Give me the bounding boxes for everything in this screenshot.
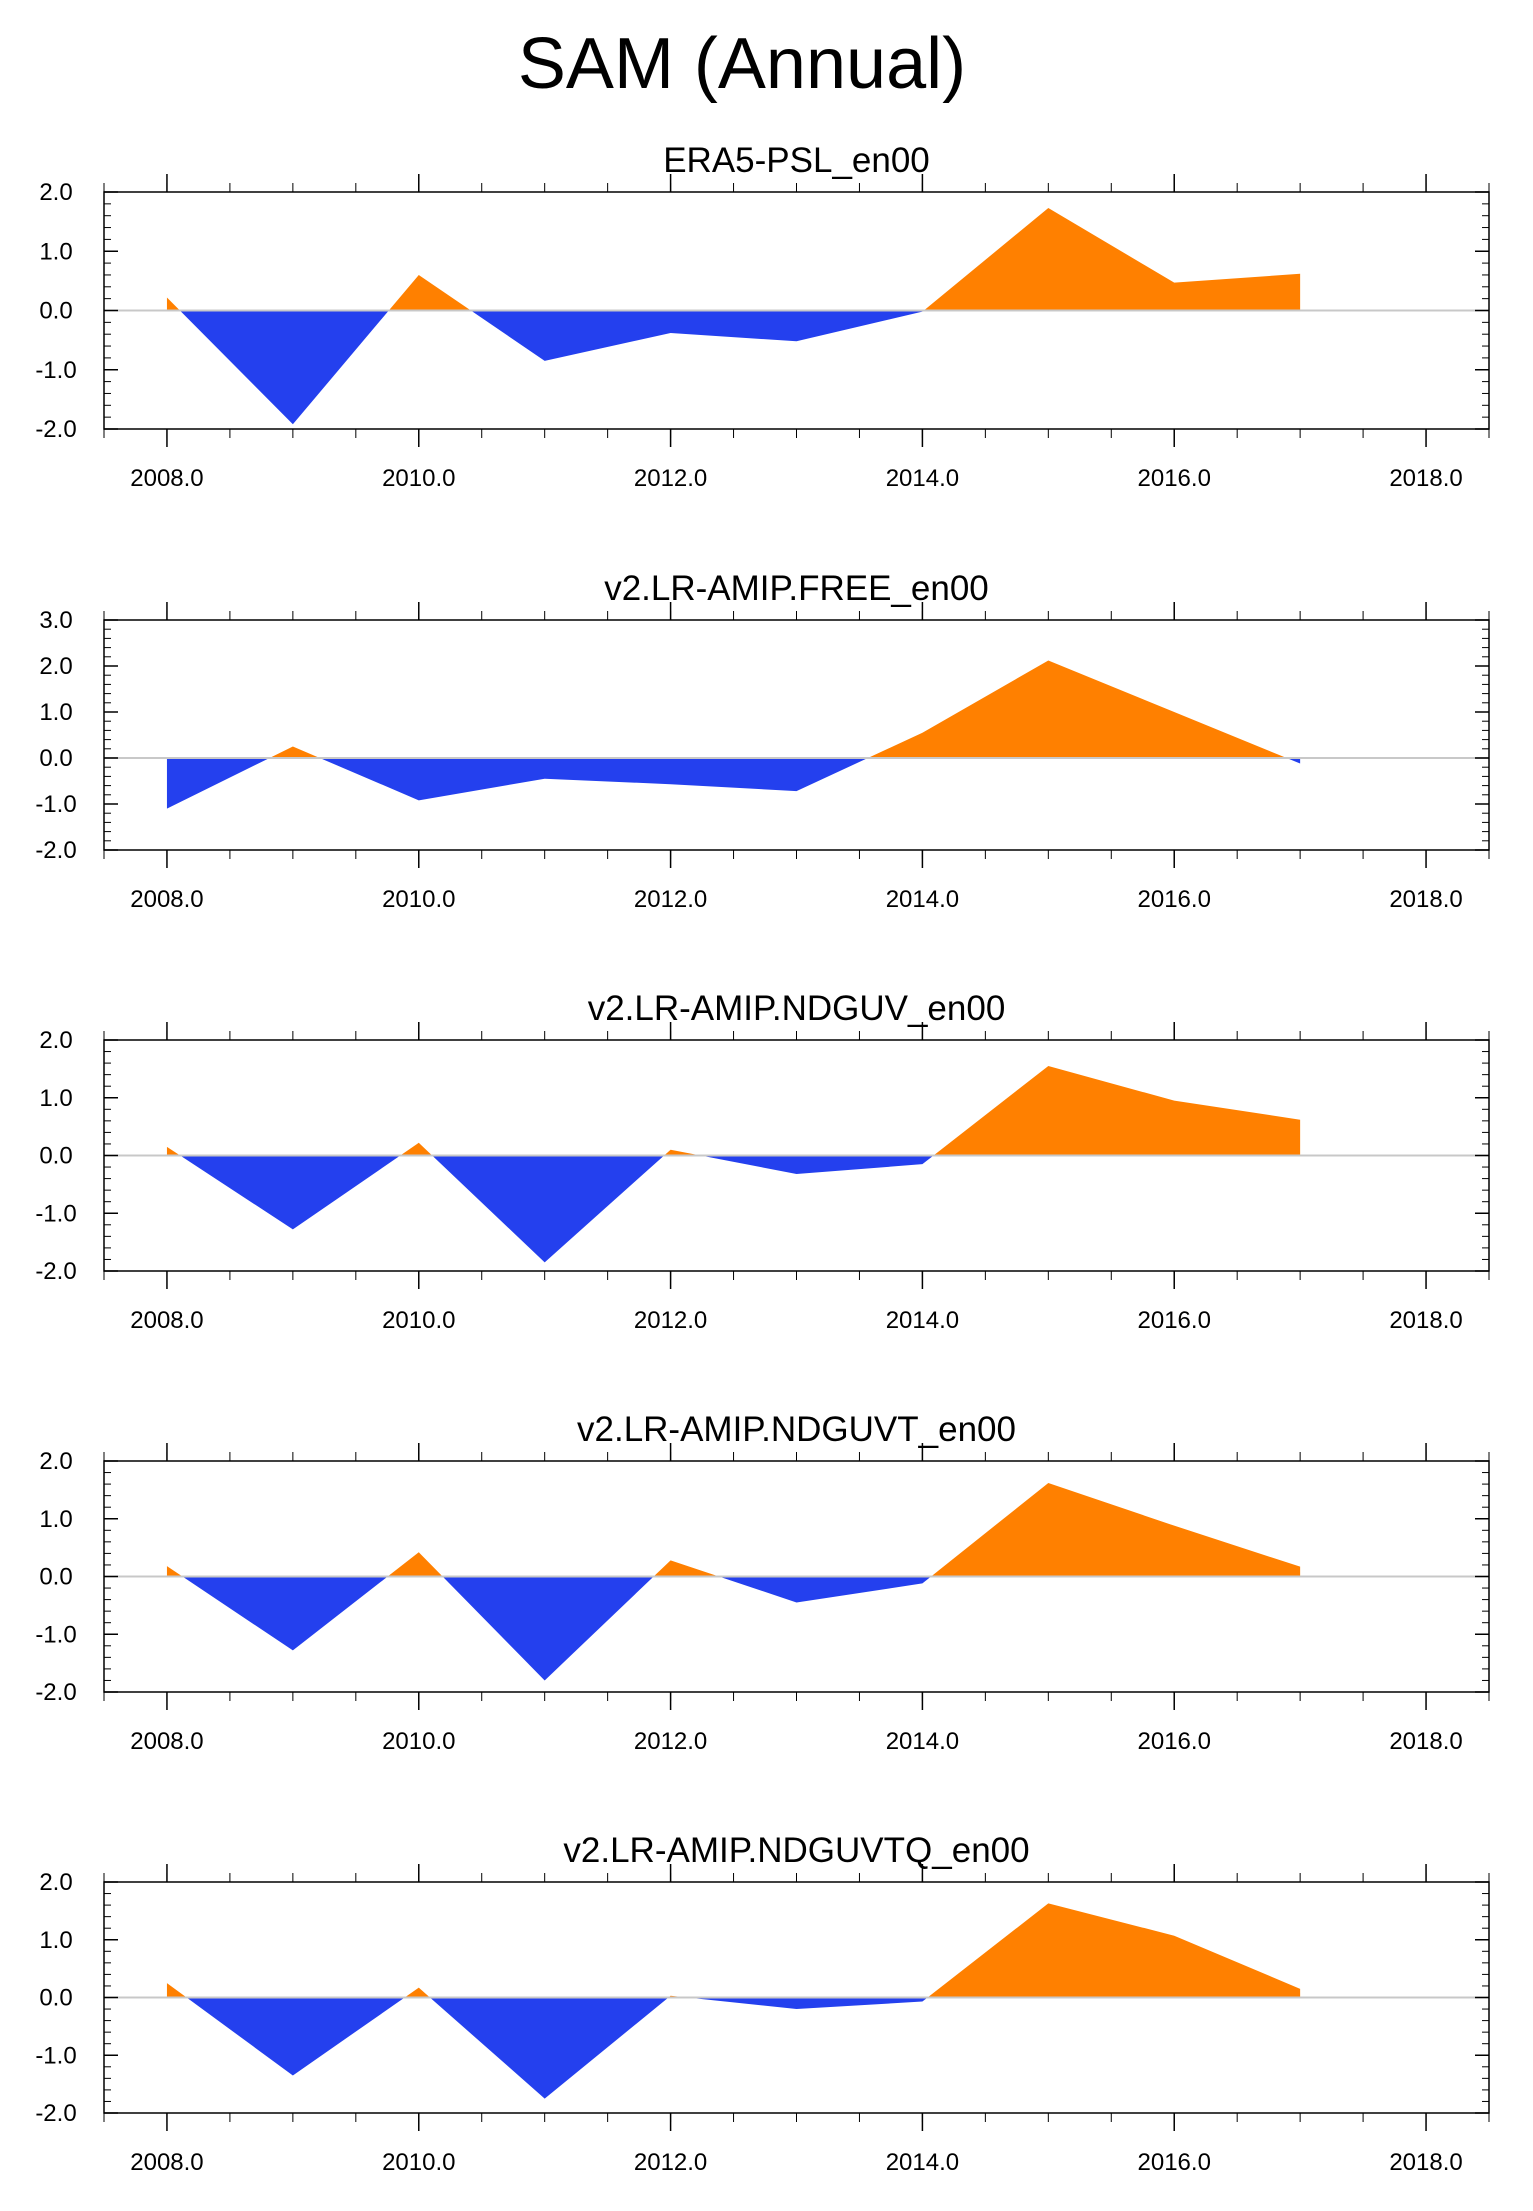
y-tick-label: 0.0 [39,745,72,772]
positive-area [166,1065,1301,1156]
x-tick-label: 2010.0 [382,465,455,492]
y-tick-label: -1.0 [35,1621,76,1648]
x-tick-label: 2018.0 [1389,1307,1462,1334]
x-tick-label: 2008.0 [130,465,203,492]
chart-panel-2: v2.LR-AMIP.FREE_en00 -2.0 -1.0 0.0 1.0 2.0 3.0… [35,569,1490,913]
x-tick-label: 2010.0 [382,2149,455,2176]
x-tick-label: 2018.0 [1389,886,1462,913]
positive-area [166,207,1301,311]
y-tick-label: 2.0 [39,179,72,206]
x-tick-label: 2014.0 [886,1728,959,1755]
y-tick-label: 1.0 [39,1085,72,1112]
chart-panel-1: ERA5-PSL_en00 -2.0 -1.0 0.0 1.0 2.0 2008.0 2010… [35,141,1490,492]
x-tick-label: 2012.0 [634,886,707,913]
panel-title: v2.LR-AMIP.NDGUVT_en00 [577,1410,1016,1449]
panel-title: v2.LR-AMIP.NDGUVTQ_en00 [563,1831,1029,1870]
y-tick-label: 0.0 [39,1564,72,1591]
x-tick-label: 2012.0 [634,1728,707,1755]
y-tick-label: 0.0 [39,1143,72,1170]
panel-title: v2.LR-AMIP.FREE_en00 [604,569,989,608]
x-tick-label: 2016.0 [1138,1307,1211,1334]
x-tick-label: 2010.0 [382,1307,455,1334]
chart-panel-5: v2.LR-AMIP.NDGUVTQ_en00 -2.0 -1.0 0.0 1.0 2.0… [35,1831,1490,2176]
y-tick-label: -2.0 [35,1258,76,1285]
x-tick-label: 2012.0 [634,2149,707,2176]
x-tick-label: 2008.0 [130,2149,203,2176]
x-tick-label: 2014.0 [886,2149,959,2176]
y-tick-label: 1.0 [39,1927,72,1954]
x-tick-label: 2014.0 [886,465,959,492]
x-tick-label: 2016.0 [1138,465,1211,492]
y-tick-label: -2.0 [35,2100,76,2127]
negative-area [166,1576,1301,1681]
panel-title: ERA5-PSL_en00 [663,141,930,180]
y-tick-label: -2.0 [35,416,76,443]
x-tick-label: 2016.0 [1138,1728,1211,1755]
x-tick-label: 2014.0 [886,1307,959,1334]
x-tick-label: 2008.0 [130,1307,203,1334]
negative-area [166,1155,1301,1263]
positive-area [166,660,1301,758]
chart-panel-4: v2.LR-AMIP.NDGUVT_en00 -2.0 -1.0 0.0 1.0 2.0 2… [35,1410,1490,1755]
y-tick-label: 0.0 [39,298,72,325]
x-tick-label: 2018.0 [1389,465,1462,492]
chart-panels: ERA5-PSL_en00 -2.0 -1.0 0.0 1.0 2.0 2008.0 2010… [35,141,1490,2176]
x-tick-label: 2018.0 [1389,2149,1462,2176]
plot-frame [103,619,1490,851]
x-tick-label: 2014.0 [886,886,959,913]
y-tick-label: -1.0 [35,1200,76,1227]
negative-area [166,758,1301,809]
y-tick-label: -1.0 [35,791,76,818]
y-tick-label: 3.0 [39,607,72,634]
x-tick-label: 2012.0 [634,1307,707,1334]
x-tick-label: 2012.0 [634,465,707,492]
positive-area [166,1903,1301,1998]
x-tick-label: 2016.0 [1138,886,1211,913]
y-tick-label: 2.0 [39,653,72,680]
x-tick-label: 2010.0 [382,886,455,913]
x-tick-label: 2008.0 [130,1728,203,1755]
positive-area [166,1482,1301,1577]
y-tick-label: -2.0 [35,837,76,864]
x-tick-label: 2010.0 [382,1728,455,1755]
y-tick-label: 1.0 [39,238,72,265]
x-tick-label: 2016.0 [1138,2149,1211,2176]
y-tick-label: 1.0 [39,699,72,726]
y-tick-label: 2.0 [39,1448,72,1475]
x-tick-label: 2008.0 [130,886,203,913]
negative-area [166,1997,1301,2099]
figure-title: SAM (Annual) [518,24,966,104]
y-tick-label: -1.0 [35,2042,76,2069]
x-tick-label: 2018.0 [1389,1728,1462,1755]
negative-area [166,310,1301,425]
y-tick-label: 1.0 [39,1506,72,1533]
y-tick-label: -1.0 [35,357,76,384]
chart-panel-3: v2.LR-AMIP.NDGUV_en00 -2.0 -1.0 0.0 1.0 2.0 20… [35,989,1490,1334]
y-tick-label: -2.0 [35,1679,76,1706]
panel-title: v2.LR-AMIP.NDGUV_en00 [588,989,1006,1028]
y-tick-label: 2.0 [39,1027,72,1054]
y-tick-label: 0.0 [39,1985,72,2012]
y-tick-label: 2.0 [39,1869,72,1896]
